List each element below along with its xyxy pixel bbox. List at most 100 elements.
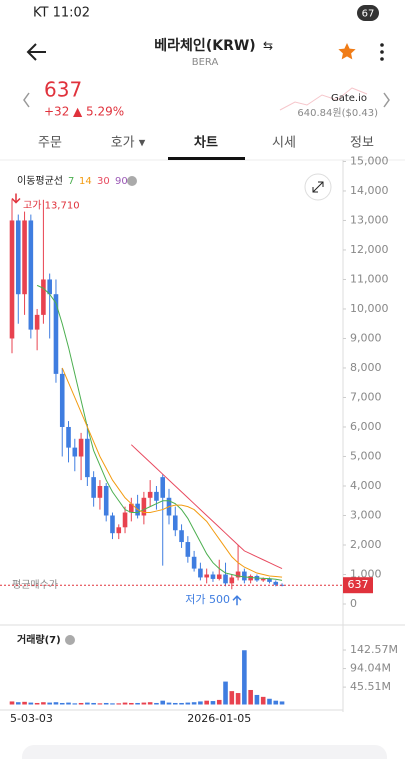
low-label: 저가 500 bbox=[185, 593, 230, 606]
volume-bar bbox=[223, 681, 228, 705]
candle-body bbox=[72, 447, 78, 457]
x-tick-label: 2026-01-05 bbox=[187, 712, 251, 725]
ma-legend-item: 90 bbox=[115, 176, 128, 187]
exchange-price: 640.84원($0.43) bbox=[297, 107, 378, 119]
volume-bar bbox=[179, 702, 184, 705]
y-tick-label: 8,000 bbox=[350, 361, 382, 374]
more-menu[interactable] bbox=[380, 43, 384, 61]
favorite-star[interactable] bbox=[338, 43, 356, 60]
candle-body bbox=[229, 577, 235, 584]
volume-bar bbox=[216, 699, 222, 705]
volume-bar bbox=[34, 702, 40, 705]
volume-bar bbox=[260, 696, 266, 705]
exchange-name: Gate.io bbox=[331, 93, 367, 104]
candle-body bbox=[185, 542, 191, 557]
price-change: +32 bbox=[44, 105, 69, 119]
bottom-bar bbox=[22, 745, 387, 759]
next-arrow[interactable] bbox=[383, 92, 390, 108]
volume-bar bbox=[66, 702, 71, 705]
volume-bar bbox=[122, 702, 128, 705]
y-tick-label: 5,000 bbox=[350, 449, 382, 462]
volume-bar bbox=[41, 702, 46, 705]
volume-bar bbox=[91, 702, 96, 705]
candle-body bbox=[91, 477, 96, 498]
volume-bar bbox=[78, 702, 84, 705]
candle-body bbox=[59, 373, 65, 427]
tab[interactable]: 차트 bbox=[194, 135, 218, 151]
high-label: 고가 13,710 bbox=[23, 200, 80, 212]
candle-body bbox=[172, 515, 178, 531]
candle-body bbox=[154, 491, 159, 501]
battery-level: 67 bbox=[362, 9, 375, 20]
volume-bar bbox=[154, 702, 159, 705]
tab[interactable]: 시세 bbox=[272, 136, 296, 151]
candle-body bbox=[47, 279, 52, 295]
ma-line bbox=[36, 284, 283, 581]
tab[interactable]: 호가 ▾ bbox=[111, 136, 146, 151]
swap-icon[interactable]: ⇆ bbox=[263, 39, 273, 53]
volume-bar bbox=[273, 700, 279, 705]
sparkline bbox=[279, 87, 368, 111]
high-arrow bbox=[11, 193, 21, 204]
tab[interactable]: 주문 bbox=[38, 136, 62, 151]
candle-body bbox=[22, 220, 27, 295]
y-tick-label: 2,000 bbox=[350, 538, 382, 551]
expand-icon bbox=[312, 181, 324, 193]
volume-bar bbox=[116, 703, 122, 705]
volume-bar bbox=[267, 698, 272, 705]
volume-title: 거래량(7) bbox=[17, 633, 61, 646]
volume-bar bbox=[28, 702, 34, 705]
volume-bar bbox=[160, 700, 166, 705]
ma-line bbox=[130, 444, 283, 570]
candle-body bbox=[28, 220, 34, 330]
volume-close[interactable] bbox=[65, 635, 75, 645]
y-tick-label: 6,000 bbox=[350, 420, 382, 433]
back-button[interactable] bbox=[26, 43, 46, 61]
volume-bar bbox=[22, 701, 27, 705]
volume-bar bbox=[191, 702, 197, 705]
y-tick-label: 9,000 bbox=[350, 331, 382, 344]
candle-body bbox=[41, 279, 46, 315]
volume-bar bbox=[204, 700, 209, 705]
candle-body bbox=[147, 491, 153, 498]
ma-line bbox=[61, 367, 283, 578]
y-tick-label: 10,000 bbox=[350, 302, 389, 315]
tab[interactable]: 정보 bbox=[350, 136, 374, 151]
price: 637 bbox=[44, 78, 82, 102]
volume-bar bbox=[210, 701, 216, 705]
ma-legend-item: 14 bbox=[79, 176, 92, 187]
volume-bar bbox=[185, 702, 191, 705]
candle-body bbox=[34, 314, 40, 330]
candle-body bbox=[53, 294, 59, 374]
candle-body bbox=[179, 530, 184, 543]
candle-body bbox=[273, 581, 279, 585]
ma-close[interactable] bbox=[127, 176, 137, 186]
candle-body bbox=[242, 571, 247, 581]
volume-bar bbox=[279, 701, 285, 705]
candle-body bbox=[248, 575, 253, 581]
y-tick-label: 0 bbox=[350, 597, 357, 610]
prev-arrow[interactable] bbox=[23, 92, 30, 108]
coin-symbol: BERA bbox=[192, 57, 219, 68]
volume-bar bbox=[47, 702, 52, 705]
volume-bar bbox=[110, 703, 115, 705]
volume-bar bbox=[242, 650, 247, 705]
volume-bar bbox=[172, 702, 178, 705]
y-tick-label: 7,000 bbox=[350, 390, 382, 403]
avg-price-label: 평균매수가 bbox=[12, 579, 58, 591]
candle-body bbox=[15, 220, 21, 295]
y-tick-label: 13,000 bbox=[350, 213, 389, 226]
ma-legend-item: 7 bbox=[68, 176, 74, 187]
ma-legend-item: 30 bbox=[97, 176, 110, 187]
candle-body bbox=[210, 574, 216, 579]
candle-body bbox=[9, 220, 15, 339]
x-tick-label: 5-03-03 bbox=[10, 712, 53, 725]
candle-body bbox=[66, 426, 71, 448]
candle-body bbox=[204, 574, 209, 578]
candle-body bbox=[223, 574, 228, 584]
candle-body bbox=[78, 438, 84, 457]
y-tick-label: 3,000 bbox=[350, 508, 382, 521]
volume-bar bbox=[135, 702, 140, 705]
volume-tick-label: 142.57M bbox=[350, 643, 398, 656]
